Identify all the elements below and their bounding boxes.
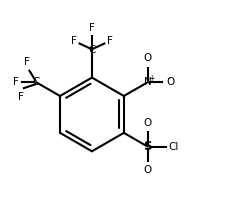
Text: O: O	[143, 53, 151, 63]
Text: O: O	[143, 118, 151, 128]
Text: F: F	[24, 57, 30, 67]
Text: F: F	[13, 77, 19, 87]
Text: O: O	[165, 77, 173, 87]
Text: F: F	[89, 23, 94, 33]
Text: F: F	[70, 36, 76, 46]
Text: F: F	[18, 92, 24, 102]
Text: C: C	[32, 77, 40, 87]
Text: O: O	[143, 166, 151, 176]
Text: +: +	[148, 74, 154, 83]
Text: C: C	[88, 45, 95, 55]
Text: Cl: Cl	[167, 142, 178, 152]
Text: S: S	[143, 140, 151, 153]
Text: N: N	[143, 77, 151, 87]
Text: F: F	[107, 36, 113, 46]
Text: -: -	[167, 74, 170, 84]
